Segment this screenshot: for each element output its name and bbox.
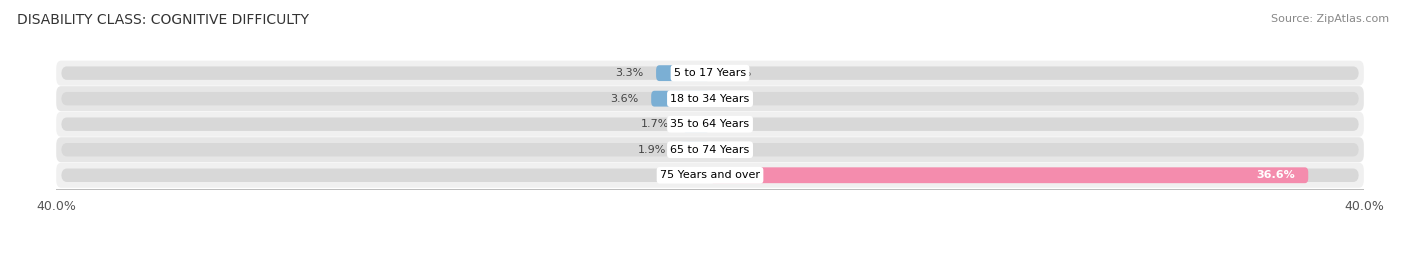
Text: DISABILITY CLASS: COGNITIVE DIFFICULTY: DISABILITY CLASS: COGNITIVE DIFFICULTY [17,14,309,28]
Text: 65 to 74 Years: 65 to 74 Years [671,145,749,155]
Text: 0.0%: 0.0% [723,68,751,78]
Text: 1.7%: 1.7% [641,119,669,129]
Text: 3.6%: 3.6% [610,94,638,104]
Text: 1.9%: 1.9% [637,145,666,155]
FancyBboxPatch shape [56,112,1364,137]
FancyBboxPatch shape [657,65,710,81]
FancyBboxPatch shape [60,92,1360,105]
FancyBboxPatch shape [682,116,710,132]
Text: 35 to 64 Years: 35 to 64 Years [671,119,749,129]
Text: 0.0%: 0.0% [723,94,751,104]
FancyBboxPatch shape [56,86,1364,111]
Text: 75 Years and over: 75 Years and over [659,170,761,180]
FancyBboxPatch shape [56,137,1364,162]
FancyBboxPatch shape [60,168,1360,182]
FancyBboxPatch shape [679,142,710,158]
Text: 3.3%: 3.3% [614,68,643,78]
Text: 0.0%: 0.0% [669,170,697,180]
FancyBboxPatch shape [56,61,1364,86]
Text: 5 to 17 Years: 5 to 17 Years [673,68,747,78]
Text: 36.6%: 36.6% [1257,170,1295,180]
FancyBboxPatch shape [651,91,710,107]
Legend: Male, Female: Male, Female [647,266,773,270]
Text: 18 to 34 Years: 18 to 34 Years [671,94,749,104]
FancyBboxPatch shape [60,66,1360,80]
Text: 0.0%: 0.0% [723,145,751,155]
FancyBboxPatch shape [60,143,1360,156]
FancyBboxPatch shape [60,117,1360,131]
Text: Source: ZipAtlas.com: Source: ZipAtlas.com [1271,14,1389,23]
Text: 0.0%: 0.0% [723,119,751,129]
FancyBboxPatch shape [56,163,1364,188]
FancyBboxPatch shape [710,167,1308,183]
